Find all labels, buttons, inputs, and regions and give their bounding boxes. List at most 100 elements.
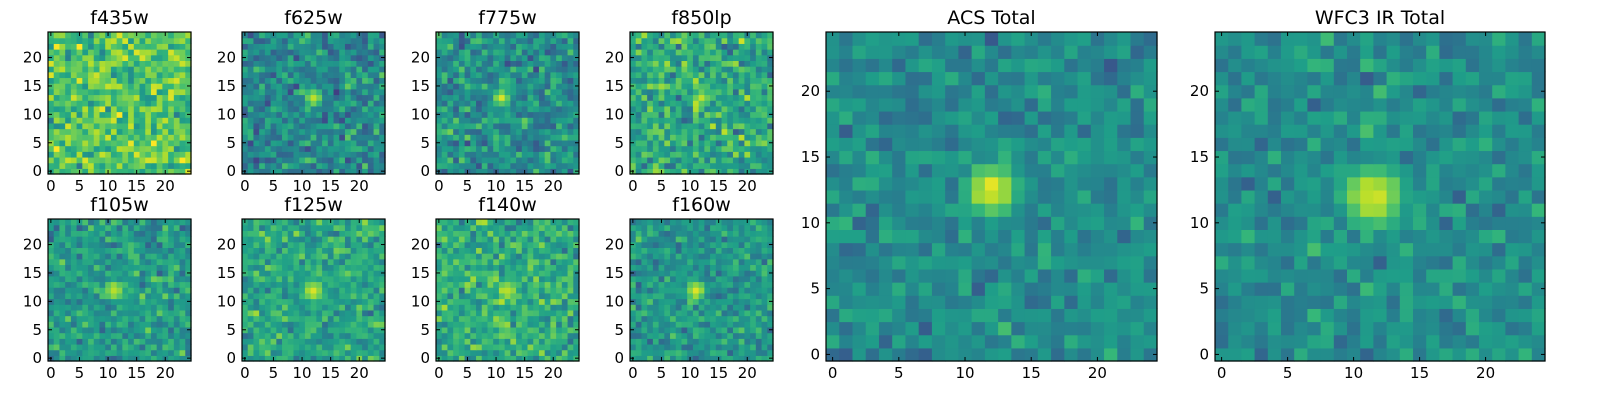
pixel-cell xyxy=(715,151,723,158)
pixel-cell xyxy=(755,292,763,300)
pixel-cell xyxy=(727,309,734,317)
pixel-cell xyxy=(350,49,357,56)
pixel-cell xyxy=(259,37,266,44)
pixel-cell xyxy=(299,321,306,328)
pixel-cell xyxy=(367,134,375,141)
pixel-cell xyxy=(493,49,500,56)
pixel-cell xyxy=(48,145,55,152)
pixel-cell xyxy=(116,54,123,61)
pixel-cell xyxy=(173,60,181,67)
pixel-cell xyxy=(156,32,163,39)
pixel-cell xyxy=(128,66,135,73)
pixel-cell xyxy=(744,275,751,283)
pixel-cell xyxy=(630,66,637,73)
pixel-cell xyxy=(567,236,574,243)
pixel-cell xyxy=(727,275,734,283)
pixel-cell xyxy=(710,60,717,67)
pixel-cell xyxy=(122,37,129,44)
pixel-cell xyxy=(750,156,757,164)
pixel-cell xyxy=(65,258,72,266)
pixel-cell xyxy=(573,151,580,158)
pixel-cell xyxy=(247,275,255,283)
pixel-cell xyxy=(287,145,295,152)
pixel-cell xyxy=(179,275,186,283)
pixel-cell xyxy=(276,338,283,345)
pixel-cell xyxy=(487,156,494,164)
pixel-cell xyxy=(316,168,323,175)
pixel-cell xyxy=(82,94,89,101)
pixel-cell xyxy=(333,270,340,277)
pixel-cell xyxy=(441,66,449,73)
pixel-cell xyxy=(139,304,146,311)
pixel-cell xyxy=(664,100,671,107)
pixel-cell xyxy=(744,49,751,56)
pixel-cell xyxy=(59,162,66,169)
pixel-cell xyxy=(264,355,272,362)
pixel-cell xyxy=(253,292,260,300)
pixel-cell xyxy=(93,77,101,84)
pixel-cell xyxy=(704,128,711,135)
pixel-cell xyxy=(647,162,654,169)
pixel-cell xyxy=(521,83,529,90)
pixel-cell xyxy=(476,128,483,135)
pixel-cell xyxy=(436,281,443,288)
pixel-cell xyxy=(533,349,540,356)
pixel-cell xyxy=(59,60,66,67)
pixel-cell xyxy=(698,168,705,175)
pixel-cell xyxy=(687,292,694,300)
pixel-cell xyxy=(133,88,141,96)
pixel-cell xyxy=(710,343,717,351)
pixel-cell xyxy=(293,253,300,260)
pixel-cell xyxy=(282,264,289,271)
pixel-cell xyxy=(458,105,466,113)
pixel-cell xyxy=(521,287,529,294)
pixel-cell xyxy=(276,315,283,322)
pixel-cell xyxy=(316,332,323,339)
pixel-cell xyxy=(533,292,540,300)
pixel-cell xyxy=(264,349,272,356)
pixel-cell xyxy=(641,145,648,152)
pixel-cell xyxy=(692,83,700,90)
pixel-cell xyxy=(681,326,688,334)
pixel-cell xyxy=(282,247,289,254)
pixel-cell xyxy=(339,134,346,141)
pixel-cell xyxy=(510,122,517,130)
pixel-cell xyxy=(493,54,500,61)
pixel-cell xyxy=(105,117,112,124)
y-tick-label: 10 xyxy=(411,105,430,123)
pixel-cell xyxy=(538,309,546,317)
pixel-cell xyxy=(561,43,569,50)
pixel-cell xyxy=(521,349,529,356)
pixel-cell xyxy=(173,156,181,164)
pixel-cell xyxy=(458,117,466,124)
pixel-cell xyxy=(533,162,540,169)
pixel-cell xyxy=(567,134,574,141)
pixel-cell xyxy=(710,88,717,96)
pixel-cell xyxy=(299,315,306,322)
pixel-cell xyxy=(516,105,523,113)
pixel-cell xyxy=(350,309,357,317)
pixel-cell xyxy=(692,326,700,334)
pixel-cell xyxy=(732,54,740,61)
pixel-cell xyxy=(458,37,466,44)
pixel-cell xyxy=(721,94,728,101)
pixel-cell xyxy=(259,139,266,147)
pixel-cell xyxy=(105,236,112,243)
pixel-cell xyxy=(70,128,78,135)
pixel-cell xyxy=(510,128,517,135)
pixel-cell xyxy=(635,71,643,79)
pixel-cell xyxy=(128,253,135,260)
pixel-cell xyxy=(70,355,78,362)
pixel-cell xyxy=(333,315,340,322)
pixel-cell xyxy=(498,111,506,118)
pixel-cell xyxy=(367,264,375,271)
pixel-cell xyxy=(630,309,637,317)
pixel-cell xyxy=(133,321,141,328)
pixel-cell xyxy=(299,37,306,44)
pixel-cell xyxy=(647,315,654,322)
pixel-cell xyxy=(464,117,471,124)
pixel-cell xyxy=(464,111,471,118)
pixel-cell xyxy=(510,292,517,300)
pixel-cell xyxy=(145,230,152,237)
pixel-cell xyxy=(276,343,283,351)
